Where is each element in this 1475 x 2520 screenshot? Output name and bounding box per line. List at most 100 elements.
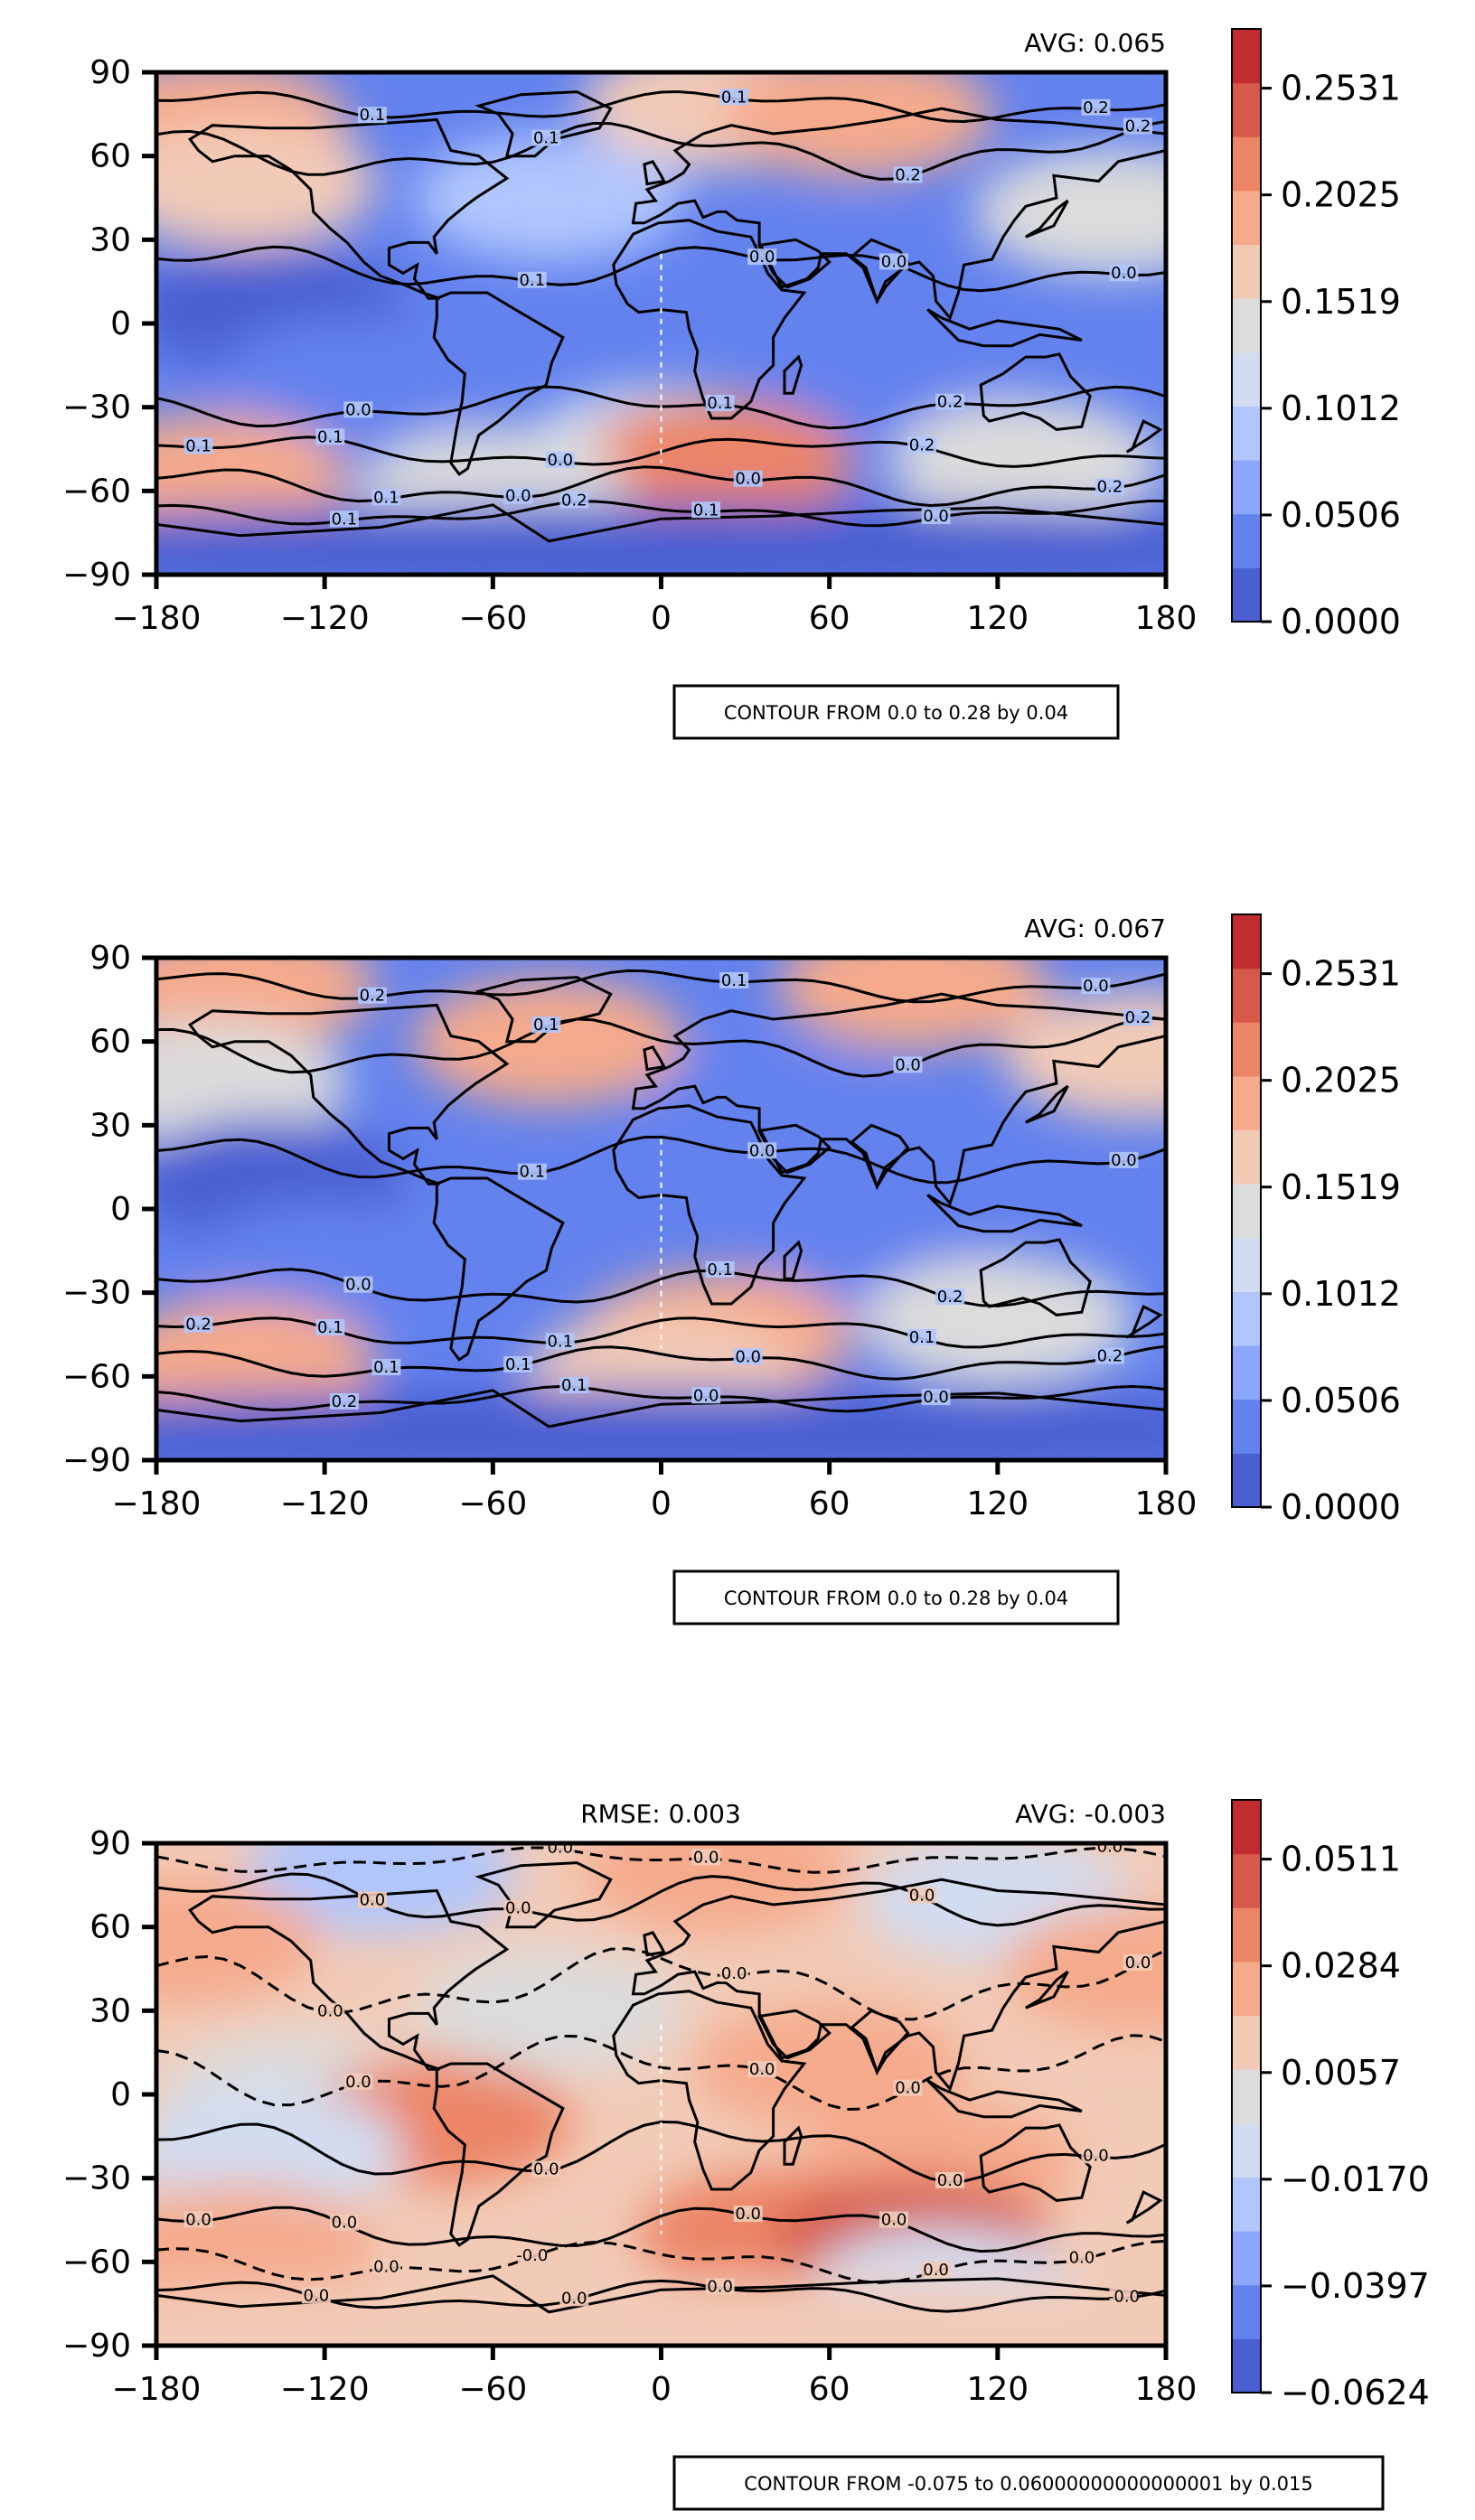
colorbar-tick-label: 0.0000 (1281, 1487, 1401, 1527)
coastline-africa (612, 219, 807, 420)
contour-label-bg (545, 1843, 575, 1856)
coastline-south-america (432, 291, 565, 476)
y-tick-label: −30 (62, 2160, 131, 2197)
coastline-new-zealand (1125, 2190, 1163, 2225)
contour-label-bg (705, 395, 735, 412)
colorbar-tick-label: 0.1519 (1281, 282, 1401, 322)
colorbar-segment (1232, 567, 1261, 623)
coastline-south-america (432, 1176, 565, 1362)
y-tick-label: 90 (89, 1825, 131, 1862)
contour-label: 0.2 (185, 1316, 211, 1335)
colorbar-segment (1232, 351, 1261, 407)
contour-label: 0.0 (317, 2002, 343, 2021)
field-region (721, 72, 993, 178)
x-tick-label: −180 (112, 1485, 202, 1522)
colorbar: 0.0000 0.0506 0.1012 0.1519 0.2025 0.2531 (1231, 913, 1401, 1527)
coastline-indonesia (926, 1194, 1083, 1233)
contour-label-bg (719, 89, 749, 106)
field-region (973, 148, 1166, 276)
contour-label: 0.1 (317, 427, 343, 446)
coastline-africa (612, 1990, 807, 2191)
contour-label: 0.2 (1083, 98, 1109, 117)
contour-label-bg (343, 1276, 373, 1293)
colorbar-frame (1231, 28, 1262, 623)
contour-line (156, 1384, 1166, 1413)
contour-label: 0.0 (332, 2214, 358, 2233)
colorbar-segment (1232, 2338, 1261, 2394)
contour-label: 0.0 (533, 2159, 559, 2178)
contour-line (156, 1016, 1166, 1078)
colorbar-tick-label: 0.0284 (1281, 1946, 1401, 1986)
contour-label-bg (1095, 1347, 1124, 1364)
coastline-arabia (756, 2009, 831, 2060)
field-region (156, 1020, 349, 1147)
contour-label: 0.1 (373, 488, 399, 507)
contour-line (156, 2120, 1166, 2184)
colorbar-segment (1232, 968, 1261, 1023)
contour-label: 0.1 (519, 1163, 545, 1182)
colorbar-segment (1232, 406, 1261, 461)
contour-label-bg (559, 492, 589, 509)
contour-label: 0.1 (721, 971, 747, 990)
avg-label: AVG: 0.065 (1024, 28, 1166, 58)
contour-label: 0.2 (909, 436, 935, 454)
contour-line (156, 969, 1166, 1004)
colorbar-tick-label: 0.0057 (1281, 2053, 1401, 2093)
colorbar-tick-label: 0.0000 (1281, 602, 1401, 642)
avg-label: AVG: 0.067 (1024, 913, 1166, 943)
y-tick-label: 60 (89, 1024, 131, 1061)
contour-label-bg (329, 1392, 359, 1410)
contour-label: 0.0 (735, 1347, 761, 1366)
contour-label: 0.0 (895, 1055, 921, 1074)
coastline-eurasia (631, 107, 1166, 321)
x-tick-label: −180 (112, 2371, 202, 2408)
coastline-new-zealand (1125, 419, 1163, 454)
contour-label-bg (879, 253, 909, 270)
contour-label-bg (733, 470, 763, 487)
contour-label-bg (371, 1359, 401, 1376)
coastline-uk (643, 1045, 666, 1072)
y-tick-label: 30 (89, 221, 131, 258)
contour-note: CONTOUR FROM -0.075 to 0.060000000000000… (744, 2473, 1312, 2495)
contour-label-bg (559, 2290, 589, 2307)
field-region (581, 399, 853, 527)
contour-label-bg (1081, 978, 1111, 995)
contour-label: 0.0 (749, 248, 775, 267)
colorbar-tick-label: −0.0624 (1281, 2373, 1430, 2412)
contour-label-bg (879, 2211, 909, 2228)
contour-label-bg (907, 1328, 937, 1345)
coastline-japan (1025, 1970, 1069, 2009)
contour-label: 0.2 (937, 393, 963, 412)
x-tick-label: 0 (651, 1485, 672, 1522)
colorbar-segment (1232, 298, 1261, 353)
contour-line (156, 2034, 1166, 2112)
colorbar-tick-label: 0.2025 (1281, 175, 1401, 215)
x-tick-label: −120 (280, 1485, 370, 1522)
colorbar-segment (1232, 914, 1261, 970)
contour-label-bg (935, 1288, 965, 1306)
contour-label-bg (517, 2246, 547, 2263)
contour-label: 0.0 (937, 2171, 963, 2190)
contour-label: 0.2 (937, 1288, 963, 1307)
contour-label: 0.0 (505, 487, 531, 506)
coastline-antarctica (156, 503, 1166, 575)
contour-label-bg (343, 401, 373, 418)
field-region (777, 958, 1049, 1049)
contour-label-bg (705, 2278, 735, 2295)
x-tick-label: 120 (966, 600, 1029, 637)
contour-label: 0.1 (519, 271, 545, 290)
x-tick-label: 60 (809, 1485, 850, 1522)
x-tick-label: 0 (651, 600, 672, 637)
coastline-indonesia (926, 2079, 1083, 2119)
colorbar-segment (1232, 1345, 1261, 1401)
contour-label: 0.2 (332, 1392, 358, 1411)
contour-label-bg (531, 2160, 561, 2178)
avg-label: AVG: -0.003 (1015, 1799, 1166, 1829)
contour-label: 0.0 (1097, 1837, 1123, 1856)
contour-label: 0.0 (547, 1839, 573, 1858)
coastline-arabia (756, 238, 831, 289)
contour-label: 0.0 (345, 1276, 371, 1295)
coastline-india (850, 1123, 910, 1190)
field-region (861, 1257, 1133, 1384)
contour-label-bg (691, 501, 721, 519)
